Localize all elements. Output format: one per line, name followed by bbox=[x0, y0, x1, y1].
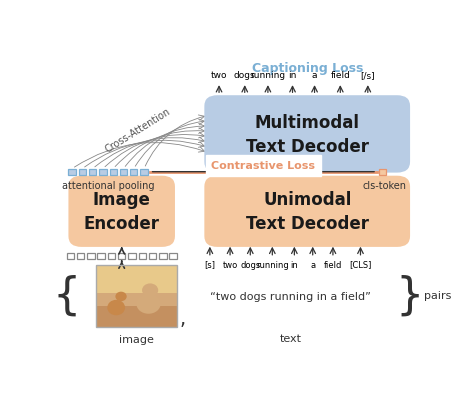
Bar bbox=[138, 253, 146, 259]
Circle shape bbox=[142, 284, 158, 297]
Bar bbox=[169, 253, 177, 259]
Text: running: running bbox=[256, 260, 289, 269]
Text: [/s]: [/s] bbox=[361, 71, 375, 80]
Bar bbox=[149, 253, 156, 259]
Text: [s]: [s] bbox=[204, 260, 215, 269]
Ellipse shape bbox=[137, 294, 161, 314]
Text: a: a bbox=[312, 71, 317, 80]
FancyBboxPatch shape bbox=[68, 176, 175, 247]
Text: a: a bbox=[310, 260, 315, 269]
Text: Image
Encoder: Image Encoder bbox=[84, 191, 160, 233]
Bar bbox=[120, 169, 127, 175]
Text: Unimodal
Text Decoder: Unimodal Text Decoder bbox=[246, 191, 369, 233]
Text: two: two bbox=[222, 260, 237, 269]
Circle shape bbox=[115, 292, 127, 302]
Text: [CLS]: [CLS] bbox=[349, 260, 372, 269]
Bar bbox=[79, 169, 86, 175]
Text: ,: , bbox=[179, 309, 185, 328]
Bar bbox=[96, 306, 177, 328]
Bar bbox=[96, 266, 177, 328]
Bar bbox=[87, 253, 94, 259]
Text: in: in bbox=[288, 71, 297, 80]
Text: Cross-Attention: Cross-Attention bbox=[104, 106, 173, 154]
Text: Captioning Loss: Captioning Loss bbox=[252, 62, 363, 75]
Text: two: two bbox=[211, 71, 228, 80]
Text: running: running bbox=[250, 71, 285, 80]
FancyBboxPatch shape bbox=[204, 96, 410, 173]
Text: field: field bbox=[330, 71, 350, 80]
Bar bbox=[128, 253, 136, 259]
Text: field: field bbox=[324, 260, 342, 269]
FancyBboxPatch shape bbox=[204, 176, 410, 247]
Text: in: in bbox=[291, 260, 298, 269]
Bar bbox=[130, 169, 137, 175]
Text: dogs: dogs bbox=[234, 71, 255, 80]
Text: {: { bbox=[53, 274, 81, 316]
Bar bbox=[108, 253, 115, 259]
Text: Contrastive Loss: Contrastive Loss bbox=[211, 161, 315, 171]
Text: image: image bbox=[119, 334, 154, 344]
Bar bbox=[96, 266, 177, 294]
Bar bbox=[140, 169, 148, 175]
Text: }: } bbox=[396, 274, 424, 316]
Text: dogs: dogs bbox=[240, 260, 260, 269]
Bar bbox=[159, 253, 166, 259]
Bar bbox=[98, 253, 105, 259]
Bar bbox=[118, 253, 125, 259]
Bar bbox=[77, 253, 84, 259]
Text: Multimodal
Text Decoder: Multimodal Text Decoder bbox=[246, 114, 369, 155]
Text: “two dogs running in a field”: “two dogs running in a field” bbox=[210, 292, 371, 302]
Text: attentional pooling: attentional pooling bbox=[62, 181, 155, 191]
Ellipse shape bbox=[107, 300, 125, 316]
Text: text: text bbox=[280, 333, 301, 343]
Bar bbox=[66, 253, 74, 259]
Bar bbox=[68, 169, 76, 175]
Text: pairs: pairs bbox=[424, 290, 451, 300]
Bar bbox=[96, 266, 177, 328]
Bar bbox=[89, 169, 96, 175]
Text: cls-token: cls-token bbox=[362, 181, 406, 191]
Bar bbox=[109, 169, 117, 175]
Bar bbox=[379, 169, 386, 175]
Bar bbox=[99, 169, 107, 175]
